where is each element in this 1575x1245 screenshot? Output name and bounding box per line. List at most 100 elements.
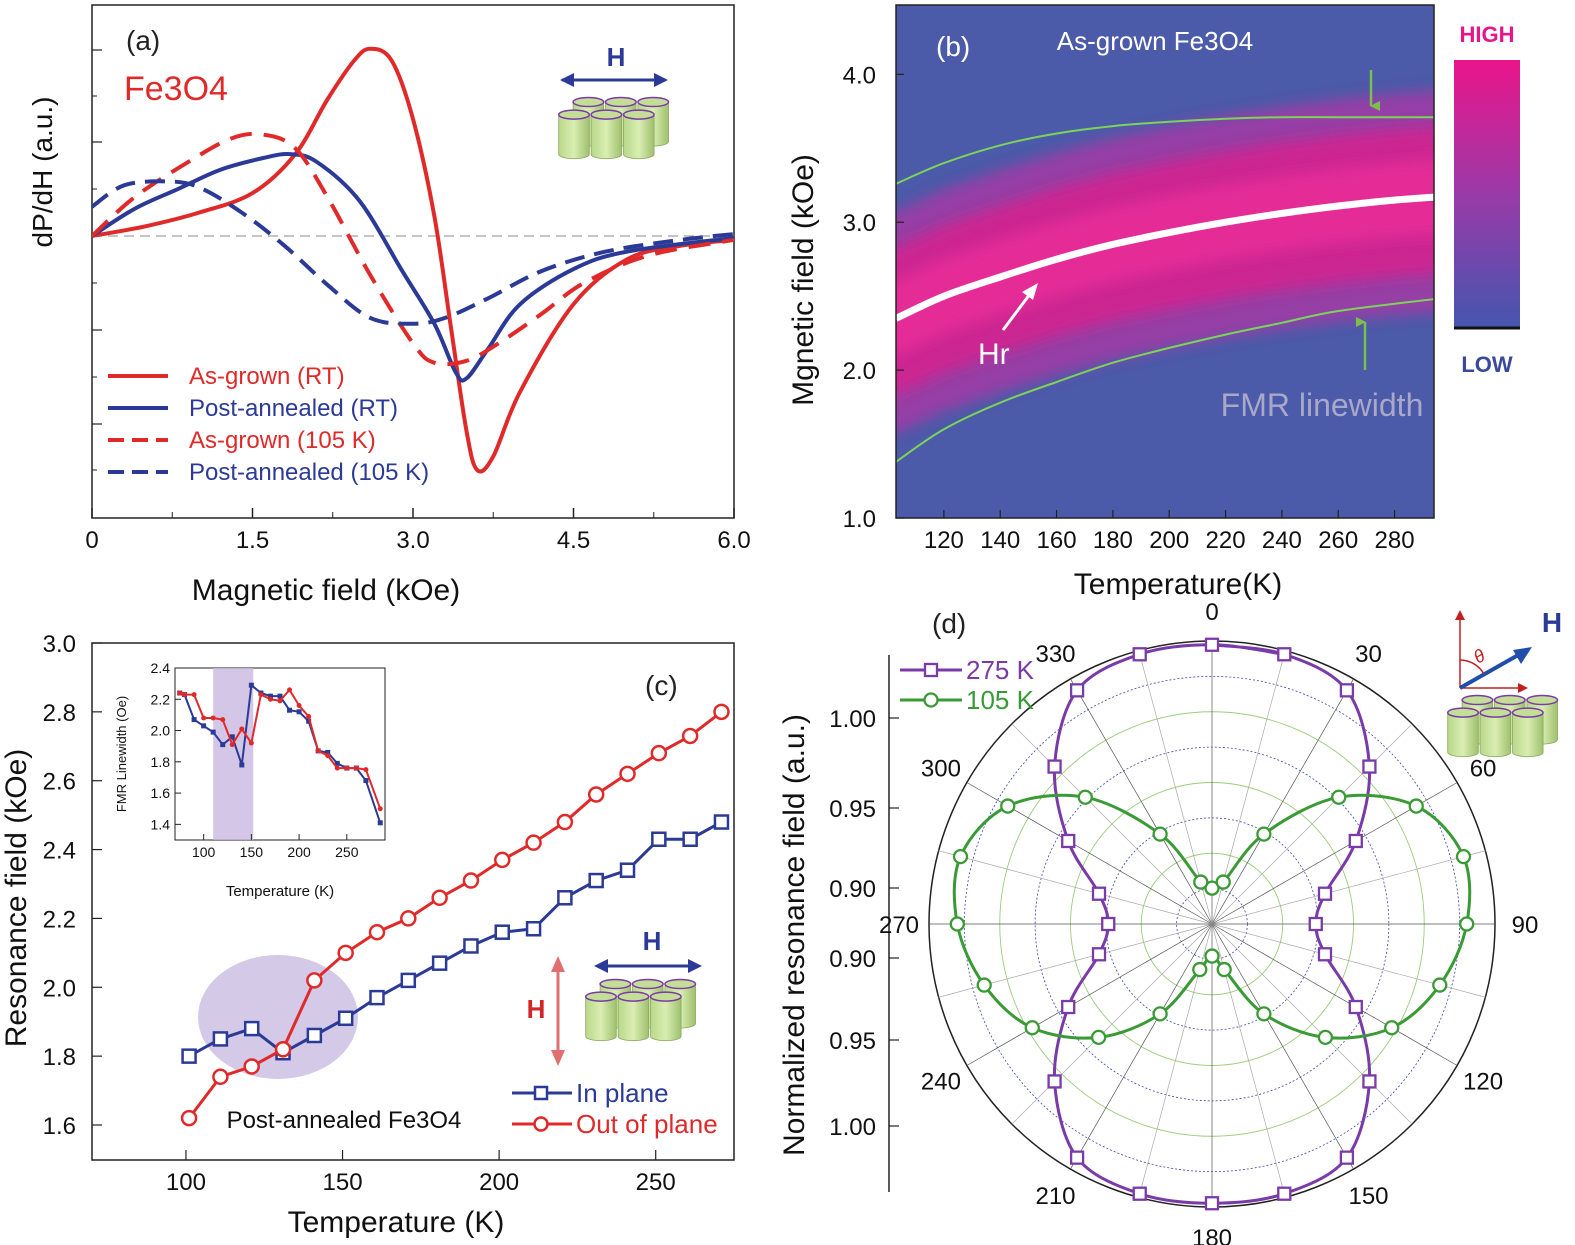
x-tick-label: 280 — [1375, 527, 1415, 554]
nanorod-top — [664, 978, 697, 990]
inset-in-plane-point — [191, 717, 197, 723]
inset-in-plane-point — [325, 749, 331, 755]
inset-out-of-plane-point — [191, 692, 197, 698]
spoke — [1211, 850, 1486, 925]
x-tick-label: 220 — [1206, 527, 1246, 554]
panel-b-letter: (b) — [936, 31, 970, 62]
radial-tick-label: 0.90 — [829, 946, 876, 973]
panel-c-inset: 100 150 200 250 1.4 1.6 1.8 2.0 2.2 2.4 Temperatu… — [114, 660, 386, 900]
spoke — [1070, 923, 1213, 1170]
angle-label: 240 — [921, 1069, 961, 1096]
point-275k — [1091, 886, 1107, 901]
angle-label: 210 — [1035, 1183, 1075, 1210]
point-105k — [1193, 874, 1209, 890]
radial-tick-label: 0.95 — [829, 1028, 876, 1055]
panel-c-frame — [91, 642, 735, 1161]
spoke — [966, 923, 1213, 1066]
in-plane-point — [557, 890, 573, 906]
panel-a-xlabel: Magnetic field (kOe) — [192, 574, 460, 607]
nanorod-array — [584, 978, 697, 1042]
radial-tick-label: 1.00 — [829, 1114, 876, 1141]
inset-in-plane-point — [220, 742, 226, 748]
spoke — [1211, 678, 1354, 925]
point-275k — [1339, 683, 1355, 698]
spoke — [1011, 923, 1213, 1125]
point-275k — [1204, 1196, 1220, 1211]
panel-a-title: Fe3O4 — [124, 70, 228, 108]
point-105k — [1331, 789, 1347, 805]
x-tick-label: 200 — [1149, 527, 1189, 554]
point-105k — [1090, 1029, 1107, 1046]
inset-in-plane-point — [267, 693, 273, 699]
point-105k — [1216, 961, 1232, 978]
out-of-plane-point — [681, 727, 699, 745]
inset-x-tick-label: 150 — [240, 844, 264, 860]
panel-a-legend: As-grown (RT) Post-annealed (RT) As-grown … — [108, 363, 429, 486]
inset-out-of-plane-point — [353, 765, 359, 771]
inset-out-of-plane-point — [287, 687, 293, 693]
point-275k — [1069, 683, 1085, 698]
out-of-plane-point — [274, 1041, 292, 1058]
out-of-plane-point — [337, 944, 354, 962]
point-105k — [1256, 1006, 1272, 1022]
y-tick-label: 1.0 — [843, 506, 876, 533]
panel-b-title: As-grown Fe3O4 — [1057, 26, 1254, 56]
point-105k — [952, 848, 969, 865]
panel-d-ylabel: Normalized resonance field (a.u.) — [778, 714, 811, 1156]
inset-ylabel: FMR Linewidth (Oe) — [114, 696, 129, 812]
out-of-plane-point — [556, 813, 574, 831]
nanorod-body — [617, 996, 650, 1042]
inset-x-tick-label: 250 — [335, 844, 359, 860]
plane-axis-head — [1518, 683, 1528, 693]
inset-y-tick-label: 1.6 — [151, 785, 171, 801]
spoke — [1070, 678, 1213, 925]
inset-ticks: 100 150 200 250 1.4 1.6 1.8 2.0 2.2 2.4 — [151, 660, 359, 860]
angle-label: 120 — [1463, 1069, 1503, 1096]
spoke — [1211, 923, 1458, 1066]
panel-b-ylabel: Mgnetic field (kOe) — [787, 154, 820, 406]
legend-marker — [533, 1085, 549, 1101]
panel-a-ticks: 0 1.5 3.0 4.5 6.0 — [85, 49, 751, 554]
inset-in-plane-point — [377, 820, 383, 826]
point-105k — [1455, 848, 1472, 865]
nanorod-top — [604, 96, 637, 108]
panel-c-letter: (c) — [645, 670, 678, 701]
point-275k — [1308, 916, 1323, 932]
spoke — [1011, 723, 1213, 925]
point-275k — [1277, 1186, 1292, 1201]
nanorod-array — [1446, 694, 1559, 758]
panel-d-letter: (d) — [932, 608, 966, 639]
panel-b-xlabel: Temperature(K) — [1074, 568, 1282, 601]
point-105k — [1432, 977, 1448, 993]
fmr-upper-curve — [896, 116, 1434, 185]
point-275k — [1101, 916, 1116, 932]
nanorod-top — [584, 991, 618, 1002]
inset-out-of-plane-point — [277, 698, 283, 704]
x-tick-label: 4.5 — [557, 527, 590, 554]
y-tick-label: 2.4 — [43, 838, 76, 865]
nanorod-body — [623, 114, 655, 160]
heatmap-plot — [896, 90, 1434, 463]
inset-line-in-plane — [179, 683, 382, 824]
inset-out-of-plane-point — [344, 765, 350, 771]
spoke — [1211, 923, 1354, 1170]
in-plane-point — [306, 1027, 323, 1044]
nanorod-top — [572, 96, 605, 108]
point-105k — [1317, 1029, 1334, 1046]
field-vector-head — [1513, 647, 1532, 664]
inset-in-plane-point — [296, 709, 302, 715]
in-plane-point — [212, 1031, 229, 1047]
out-of-plane-point — [212, 1068, 229, 1086]
legend-label: Post-annealed (RT) — [189, 395, 398, 422]
in-plane-point — [588, 872, 604, 889]
inset-y-tick-label: 1.4 — [151, 816, 171, 832]
radial-tick-label: 0.90 — [829, 876, 876, 903]
inset-out-of-plane-point — [334, 765, 340, 771]
panel-b: 120 140 160 180 200 220 240 260 2801.02.03.04.0 … — [787, 4, 1520, 601]
inset-out-of-plane-point — [248, 740, 254, 746]
legend-marker — [923, 662, 939, 678]
x-tick-label: 240 — [1262, 527, 1302, 554]
y-tick-label: 2.0 — [843, 358, 876, 385]
inset-x-tick-label: 100 — [192, 844, 216, 860]
in-plane-point — [619, 862, 636, 878]
